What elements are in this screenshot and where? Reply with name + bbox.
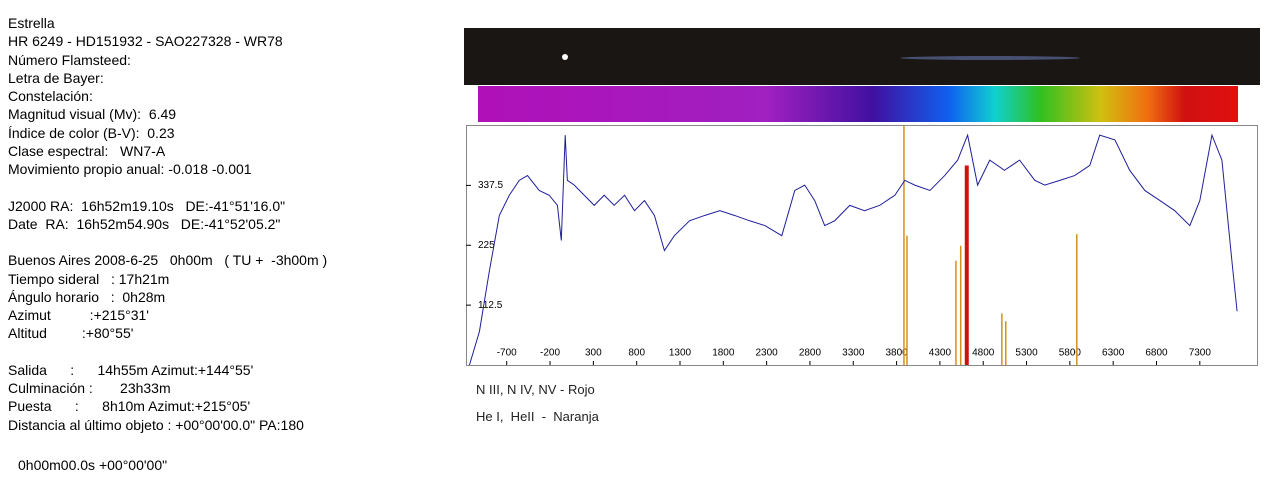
x-tick-label: 7300 xyxy=(1189,348,1212,359)
y-tick-label: 337.5 xyxy=(478,180,503,191)
info-line: Índice de color (B-V): 0.23 xyxy=(8,124,175,141)
y-tick-label: 225 xyxy=(478,240,495,251)
info-line: Buenos Aires 2008-6-25 0h00m ( TU + -3h0… xyxy=(8,252,328,269)
plot-area xyxy=(466,125,1258,366)
info-line: Letra de Bayer: xyxy=(8,69,104,86)
info-block: Salida : 14h55m Azimut:+144°55' Culminaci… xyxy=(8,361,327,434)
info-line: Constelación: xyxy=(8,88,93,105)
info-line: Ángulo horario : 0h28m xyxy=(8,288,166,305)
star-info: Estrella HR 6249 - HD151932 - SAO227328 -… xyxy=(8,14,327,452)
x-tick-label: 5300 xyxy=(1015,348,1038,359)
info-line: Azimut :+215°31' xyxy=(8,307,149,324)
x-tick-label: 4800 xyxy=(972,348,995,359)
info-line: Distancia al último objeto : +00°00'00.0… xyxy=(8,416,304,433)
x-tick-label: 1800 xyxy=(712,348,735,359)
notes: N III, N IV, NV - Rojo He I, HeII - Naran… xyxy=(476,382,599,436)
x-tick-label: 6300 xyxy=(1102,348,1125,359)
info-line: Número Flamsteed: xyxy=(8,51,131,68)
note: N III, N IV, NV - Rojo xyxy=(476,382,595,397)
info-line: HR 6249 - HD151932 - SAO227328 - WR78 xyxy=(8,33,283,50)
info-line: Altitud :+80°55' xyxy=(8,325,134,342)
info-block: Estrella HR 6249 - HD151932 - SAO227328 -… xyxy=(8,14,327,179)
footer: 0h00m00.0s +00°00'00" xyxy=(18,457,168,473)
info-line: Clase espectral: WN7-A xyxy=(8,143,166,160)
x-tick-label: -700 xyxy=(497,348,517,359)
y-tick-label: 112.5 xyxy=(478,300,503,311)
x-tick-label: 800 xyxy=(628,348,645,359)
info-line: Magnitud visual (Mv): 6.49 xyxy=(8,106,177,123)
info-line: Puesta : 8h10m Azimut:+215°05' xyxy=(8,398,251,415)
info-line: Estrella xyxy=(8,15,55,31)
info-line: Salida : 14h55m Azimut:+144°55' xyxy=(8,361,254,378)
star-trail xyxy=(900,56,1080,60)
info-line: Movimiento propio anual: -0.018 -0.001 xyxy=(8,161,252,178)
star xyxy=(562,54,568,60)
note: He I, HeII - Naranja xyxy=(476,409,599,424)
x-tick-label: 2800 xyxy=(799,348,822,359)
info-line: Tiempo sideral : 17h21m xyxy=(8,270,170,287)
x-tick-label: 4300 xyxy=(929,348,952,359)
spectrum-line xyxy=(468,133,1238,366)
info-line: Culminación : 23h33m xyxy=(8,380,171,397)
x-tick-label: 2300 xyxy=(756,348,779,359)
x-tick-label: 6800 xyxy=(1145,348,1168,359)
x-tick-label: 5800 xyxy=(1059,348,1082,359)
spectrum-strip xyxy=(478,86,1238,122)
info-line: Date RA: 16h52m54.90s DE:-41°52'05.2" xyxy=(8,215,281,232)
star-image xyxy=(464,28,1260,85)
x-tick-label: 3300 xyxy=(842,348,865,359)
x-tick-label: 1300 xyxy=(669,348,692,359)
x-tick-label: -200 xyxy=(540,348,560,359)
x-tick-label: 300 xyxy=(585,348,602,359)
info-block: J2000 RA: 16h52m19.10s DE:-41°51'16.0" Da… xyxy=(8,197,327,234)
info-line: J2000 RA: 16h52m19.10s DE:-41°51'16.0" xyxy=(8,197,286,214)
info-block: Buenos Aires 2008-6-25 0h00m ( TU + -3h0… xyxy=(8,251,327,342)
x-tick-label: 3800 xyxy=(885,348,908,359)
